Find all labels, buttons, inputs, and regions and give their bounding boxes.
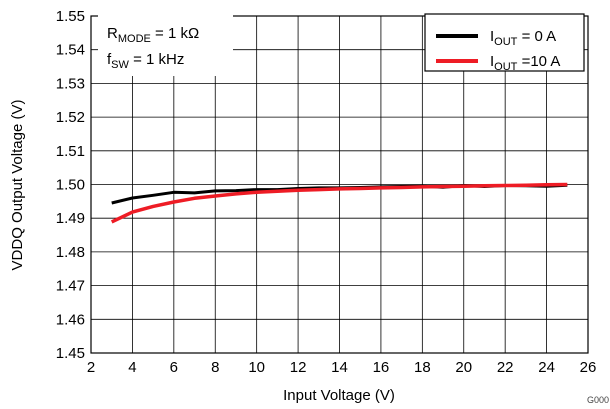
y-axis-label: VDDQ Output Voltage (V) <box>9 100 26 271</box>
y-tick-label: 1.45 <box>56 345 85 362</box>
y-tick-label: 1.52 <box>56 109 85 126</box>
figure-id: G000 <box>587 395 609 405</box>
x-tick-label: 20 <box>455 359 472 376</box>
tick-labels: 2 4 6 8 10 12 14 16 18 20 22 24 261.451.461.471.481.… <box>56 8 597 376</box>
annotation-line-2: fSW = 1 kHz <box>107 51 184 71</box>
x-tick-label: 10 <box>248 359 265 376</box>
y-tick-label: 1.50 <box>56 177 85 194</box>
y-tick-label: 1.49 <box>56 210 85 227</box>
y-tick-label: 1.53 <box>56 75 85 92</box>
series-layer <box>110 182 568 224</box>
x-tick-label: 4 <box>128 359 136 376</box>
y-tick-label: 1.54 <box>56 42 85 59</box>
annotation-line-1: RMODE = 1 kΩ <box>107 25 199 45</box>
y-tick-label: 1.46 <box>56 311 85 328</box>
plot-frame <box>90 15 589 354</box>
y-tick-label: 1.48 <box>56 244 85 261</box>
grid <box>91 16 588 353</box>
x-tick-label: 26 <box>580 359 597 376</box>
legend-label-iout-0a: IOUT = 0 A <box>490 28 556 48</box>
x-tick-label: 12 <box>290 359 307 376</box>
x-tick-label: 6 <box>170 359 178 376</box>
x-tick-label: 18 <box>414 359 431 376</box>
legend-label-iout-10a: IOUT =10 A <box>490 53 560 73</box>
x-tick-label: 14 <box>331 359 348 376</box>
x-axis-label: Input Voltage (V) <box>283 387 395 404</box>
y-tick-label: 1.55 <box>56 8 85 25</box>
x-tick-label: 8 <box>211 359 219 376</box>
legend: IOUT = 0 A IOUT =10 A <box>424 13 585 73</box>
y-tick-label: 1.51 <box>56 143 85 160</box>
x-tick-label: 24 <box>538 359 555 376</box>
x-tick-label: 16 <box>373 359 390 376</box>
y-tick-label: 1.47 <box>56 278 85 295</box>
x-tick-label: 2 <box>87 359 95 376</box>
series-line-iout-10a <box>110 182 568 224</box>
x-tick-label: 22 <box>497 359 514 376</box>
annotation: RMODE = 1 kΩ fSW = 1 kHz <box>98 14 233 76</box>
